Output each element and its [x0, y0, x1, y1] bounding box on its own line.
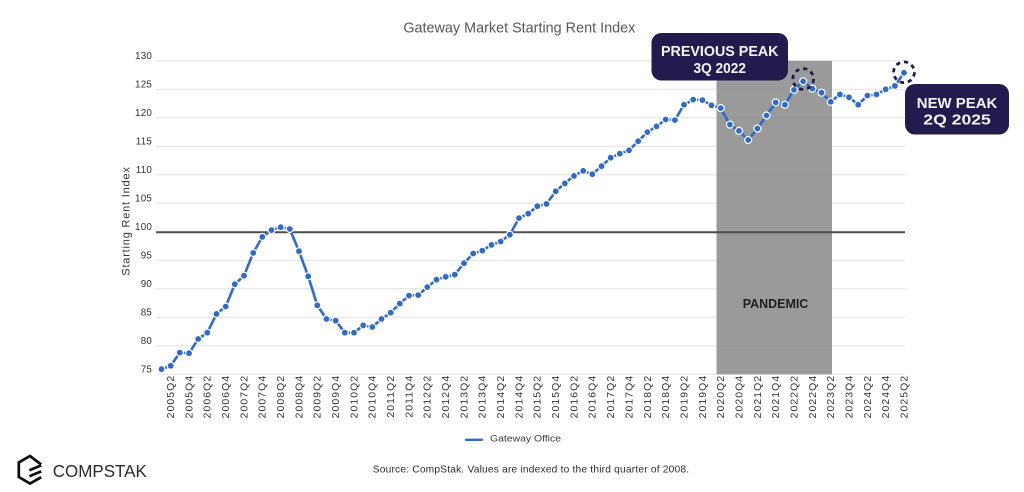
- svg-text:2017Q2: 2017Q2: [606, 375, 617, 419]
- svg-text:2025Q2: 2025Q2: [899, 375, 910, 419]
- svg-text:Gateway Office: Gateway Office: [490, 434, 561, 445]
- svg-text:Source: CompStak. Values are i: Source: CompStak. Values are indexed to …: [373, 465, 690, 476]
- svg-text:2024Q4: 2024Q4: [881, 375, 892, 419]
- svg-text:80: 80: [141, 336, 153, 347]
- svg-text:PANDEMIC: PANDEMIC: [743, 296, 809, 311]
- svg-text:2020Q4: 2020Q4: [734, 375, 745, 419]
- svg-text:2008Q2: 2008Q2: [276, 375, 287, 419]
- svg-text:2023Q2: 2023Q2: [826, 375, 837, 419]
- svg-text:2015Q4: 2015Q4: [551, 375, 562, 419]
- svg-text:2009Q4: 2009Q4: [331, 375, 342, 419]
- svg-text:2010Q4: 2010Q4: [368, 375, 379, 419]
- svg-text:2006Q2: 2006Q2: [203, 375, 214, 419]
- svg-text:2014Q2: 2014Q2: [496, 375, 507, 419]
- svg-text:2010Q2: 2010Q2: [349, 375, 360, 419]
- svg-text:2015Q2: 2015Q2: [533, 375, 544, 419]
- svg-text:COMPSTAK: COMPSTAK: [53, 461, 147, 481]
- svg-text:75: 75: [141, 365, 153, 376]
- svg-text:2012Q2: 2012Q2: [423, 375, 434, 419]
- svg-text:2021Q4: 2021Q4: [771, 375, 782, 419]
- svg-text:90: 90: [141, 279, 153, 290]
- svg-text:2020Q2: 2020Q2: [716, 375, 727, 419]
- svg-text:2Q 2025: 2Q 2025: [923, 111, 991, 128]
- svg-text:NEW PEAK: NEW PEAK: [917, 95, 998, 112]
- svg-text:115: 115: [136, 137, 153, 148]
- svg-text:Gateway Market Starting Rent I: Gateway Market Starting Rent Index: [403, 20, 636, 36]
- svg-text:2011Q4: 2011Q4: [404, 375, 415, 418]
- svg-text:2005Q2: 2005Q2: [166, 375, 177, 419]
- svg-text:2016Q4: 2016Q4: [588, 375, 599, 419]
- svg-text:Starting Rent Index: Starting Rent Index: [121, 166, 133, 275]
- svg-text:2018Q2: 2018Q2: [643, 375, 654, 419]
- svg-text:2007Q2: 2007Q2: [239, 375, 250, 419]
- svg-text:85: 85: [141, 308, 153, 319]
- svg-text:2009Q2: 2009Q2: [313, 375, 324, 419]
- svg-text:3Q 2022: 3Q 2022: [694, 60, 747, 77]
- svg-text:2018Q4: 2018Q4: [661, 375, 672, 419]
- svg-text:PREVIOUS PEAK: PREVIOUS PEAK: [661, 43, 779, 60]
- svg-text:2019Q4: 2019Q4: [698, 375, 709, 419]
- svg-text:2013Q2: 2013Q2: [459, 375, 470, 419]
- svg-text:2024Q2: 2024Q2: [863, 375, 874, 419]
- svg-text:2005Q4: 2005Q4: [184, 375, 195, 419]
- svg-text:2016Q2: 2016Q2: [569, 375, 580, 419]
- svg-text:125: 125: [135, 80, 152, 91]
- svg-text:2008Q4: 2008Q4: [294, 375, 305, 419]
- svg-text:110: 110: [136, 165, 153, 176]
- svg-text:2011Q2: 2011Q2: [386, 375, 397, 418]
- svg-text:2021Q2: 2021Q2: [753, 375, 764, 419]
- svg-text:130: 130: [135, 51, 152, 62]
- svg-text:2012Q4: 2012Q4: [441, 375, 452, 419]
- svg-text:2022Q4: 2022Q4: [808, 375, 819, 419]
- svg-text:2023Q4: 2023Q4: [844, 375, 855, 419]
- svg-text:105: 105: [135, 194, 152, 205]
- svg-text:2014Q4: 2014Q4: [514, 375, 525, 419]
- svg-text:2013Q4: 2013Q4: [478, 375, 489, 419]
- svg-text:2019Q2: 2019Q2: [679, 375, 690, 419]
- svg-text:120: 120: [135, 108, 152, 119]
- svg-text:2017Q4: 2017Q4: [624, 375, 635, 419]
- svg-text:2022Q2: 2022Q2: [789, 375, 800, 419]
- svg-text:100: 100: [135, 222, 152, 233]
- svg-text:2007Q4: 2007Q4: [258, 375, 269, 419]
- svg-text:95: 95: [141, 251, 153, 262]
- svg-text:2006Q4: 2006Q4: [221, 375, 232, 419]
